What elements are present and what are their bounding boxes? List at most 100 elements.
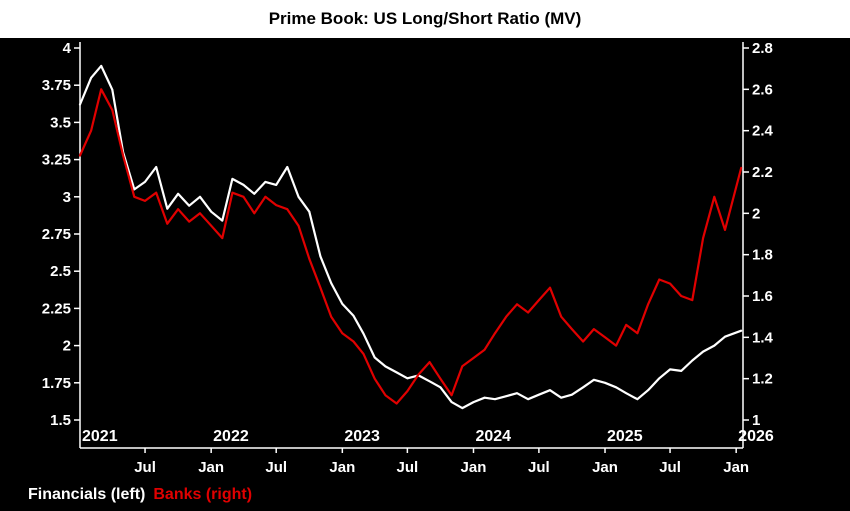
data-point-banks — [538, 299, 540, 301]
month-label: Jul — [134, 459, 156, 476]
data-point-financials — [308, 210, 311, 213]
data-point-financials — [133, 188, 136, 191]
data-point-financials — [395, 371, 398, 374]
data-point-banks — [297, 224, 300, 227]
month-label: Jul — [265, 459, 287, 476]
data-point-banks — [231, 191, 234, 194]
left-tick-label: 2.75 — [42, 226, 71, 243]
month-label: Jul — [659, 459, 681, 476]
month-label: Jul — [528, 459, 550, 476]
data-point-banks — [571, 328, 573, 330]
data-point-banks — [494, 332, 496, 335]
data-point-banks — [352, 340, 355, 343]
left-tick-label: 4 — [63, 40, 72, 57]
data-point-banks — [472, 357, 475, 359]
data-point-financials — [494, 398, 496, 401]
data-point-banks — [625, 324, 628, 326]
data-point-financials — [527, 398, 529, 401]
right-tick-label: 2 — [752, 205, 760, 222]
year-label: 2025 — [607, 428, 643, 445]
data-point-banks — [253, 212, 256, 215]
data-point-financials — [483, 396, 486, 399]
data-point-banks — [724, 229, 726, 231]
data-point-banks — [177, 208, 180, 211]
data-point-financials — [691, 359, 694, 362]
month-label: Jul — [397, 459, 419, 476]
data-point-financials — [625, 392, 628, 395]
right-tick-label: 1.8 — [752, 247, 773, 264]
data-point-banks — [549, 286, 551, 289]
data-point-banks — [560, 315, 563, 318]
data-point-financials — [242, 184, 245, 186]
series-line-financials — [78, 64, 743, 410]
data-point-banks — [406, 390, 409, 392]
data-point-financials — [188, 204, 191, 207]
left-tick-label: 1.75 — [42, 375, 71, 392]
data-point-banks — [275, 204, 278, 207]
data-point-financials — [330, 282, 333, 284]
data-point-financials — [319, 255, 322, 258]
data-point-banks — [593, 328, 595, 330]
data-point-financials — [450, 401, 453, 403]
series-layer — [78, 64, 743, 410]
data-point-financials — [669, 368, 671, 371]
data-point-banks — [483, 348, 486, 351]
data-point-banks — [680, 295, 683, 297]
data-point-banks — [439, 377, 442, 380]
data-point-financials — [636, 398, 639, 401]
data-point-financials — [362, 332, 365, 335]
data-point-banks — [713, 195, 716, 198]
data-point-banks — [527, 311, 529, 314]
data-point-banks — [461, 365, 464, 368]
month-label: Jan — [723, 459, 749, 476]
data-point-banks — [702, 237, 704, 240]
right-tick-label: 2.4 — [752, 123, 774, 140]
data-point-financials — [155, 166, 158, 168]
data-point-financials — [472, 401, 475, 403]
data-point-banks — [111, 109, 114, 111]
data-point-banks — [144, 200, 146, 202]
data-point-banks — [166, 222, 169, 225]
data-point-banks — [133, 195, 136, 198]
data-point-banks — [647, 303, 649, 306]
data-point-financials — [647, 389, 649, 392]
data-point-financials — [210, 210, 213, 213]
chart-title: Prime Book: US Long/Short Ratio (MV) — [268, 9, 582, 28]
left-tick-label: 2.5 — [50, 263, 71, 280]
data-point-banks — [582, 340, 584, 343]
data-point-financials — [560, 396, 563, 399]
data-point-banks — [286, 208, 289, 211]
legend: Financials (left) Banks (right) — [28, 484, 252, 506]
data-point-financials — [702, 350, 704, 353]
data-point-banks — [691, 299, 694, 301]
data-point-banks — [615, 344, 617, 347]
data-point-financials — [593, 378, 595, 381]
axes — [74, 42, 749, 453]
data-point-banks — [658, 278, 661, 281]
data-point-banks — [505, 315, 508, 318]
data-point-financials — [571, 393, 573, 396]
data-point-financials — [582, 386, 584, 389]
left-tick-label: 3.75 — [42, 77, 71, 94]
data-point-banks — [188, 220, 191, 223]
data-point-financials — [538, 393, 540, 396]
left-tick-label: 2.25 — [42, 300, 71, 317]
data-point-banks — [308, 257, 311, 260]
chart-title-bar: Prime Book: US Long/Short Ratio (MV) — [0, 0, 850, 38]
series-line-banks — [78, 88, 743, 405]
data-point-banks — [450, 394, 453, 397]
data-point-banks — [90, 129, 92, 132]
data-point-financials — [166, 207, 169, 210]
left-tick-label: 3.25 — [42, 152, 71, 169]
legend-item-financials: Financials (left) — [28, 486, 146, 503]
data-point-financials — [461, 407, 464, 409]
data-point-financials — [373, 356, 376, 359]
data-point-banks — [417, 373, 420, 376]
data-point-banks — [636, 332, 639, 335]
month-label: Jan — [329, 459, 355, 476]
data-point-financials — [199, 195, 201, 198]
data-point-financials — [264, 181, 267, 183]
data-point-financials — [111, 88, 114, 91]
data-point-financials — [439, 386, 442, 389]
